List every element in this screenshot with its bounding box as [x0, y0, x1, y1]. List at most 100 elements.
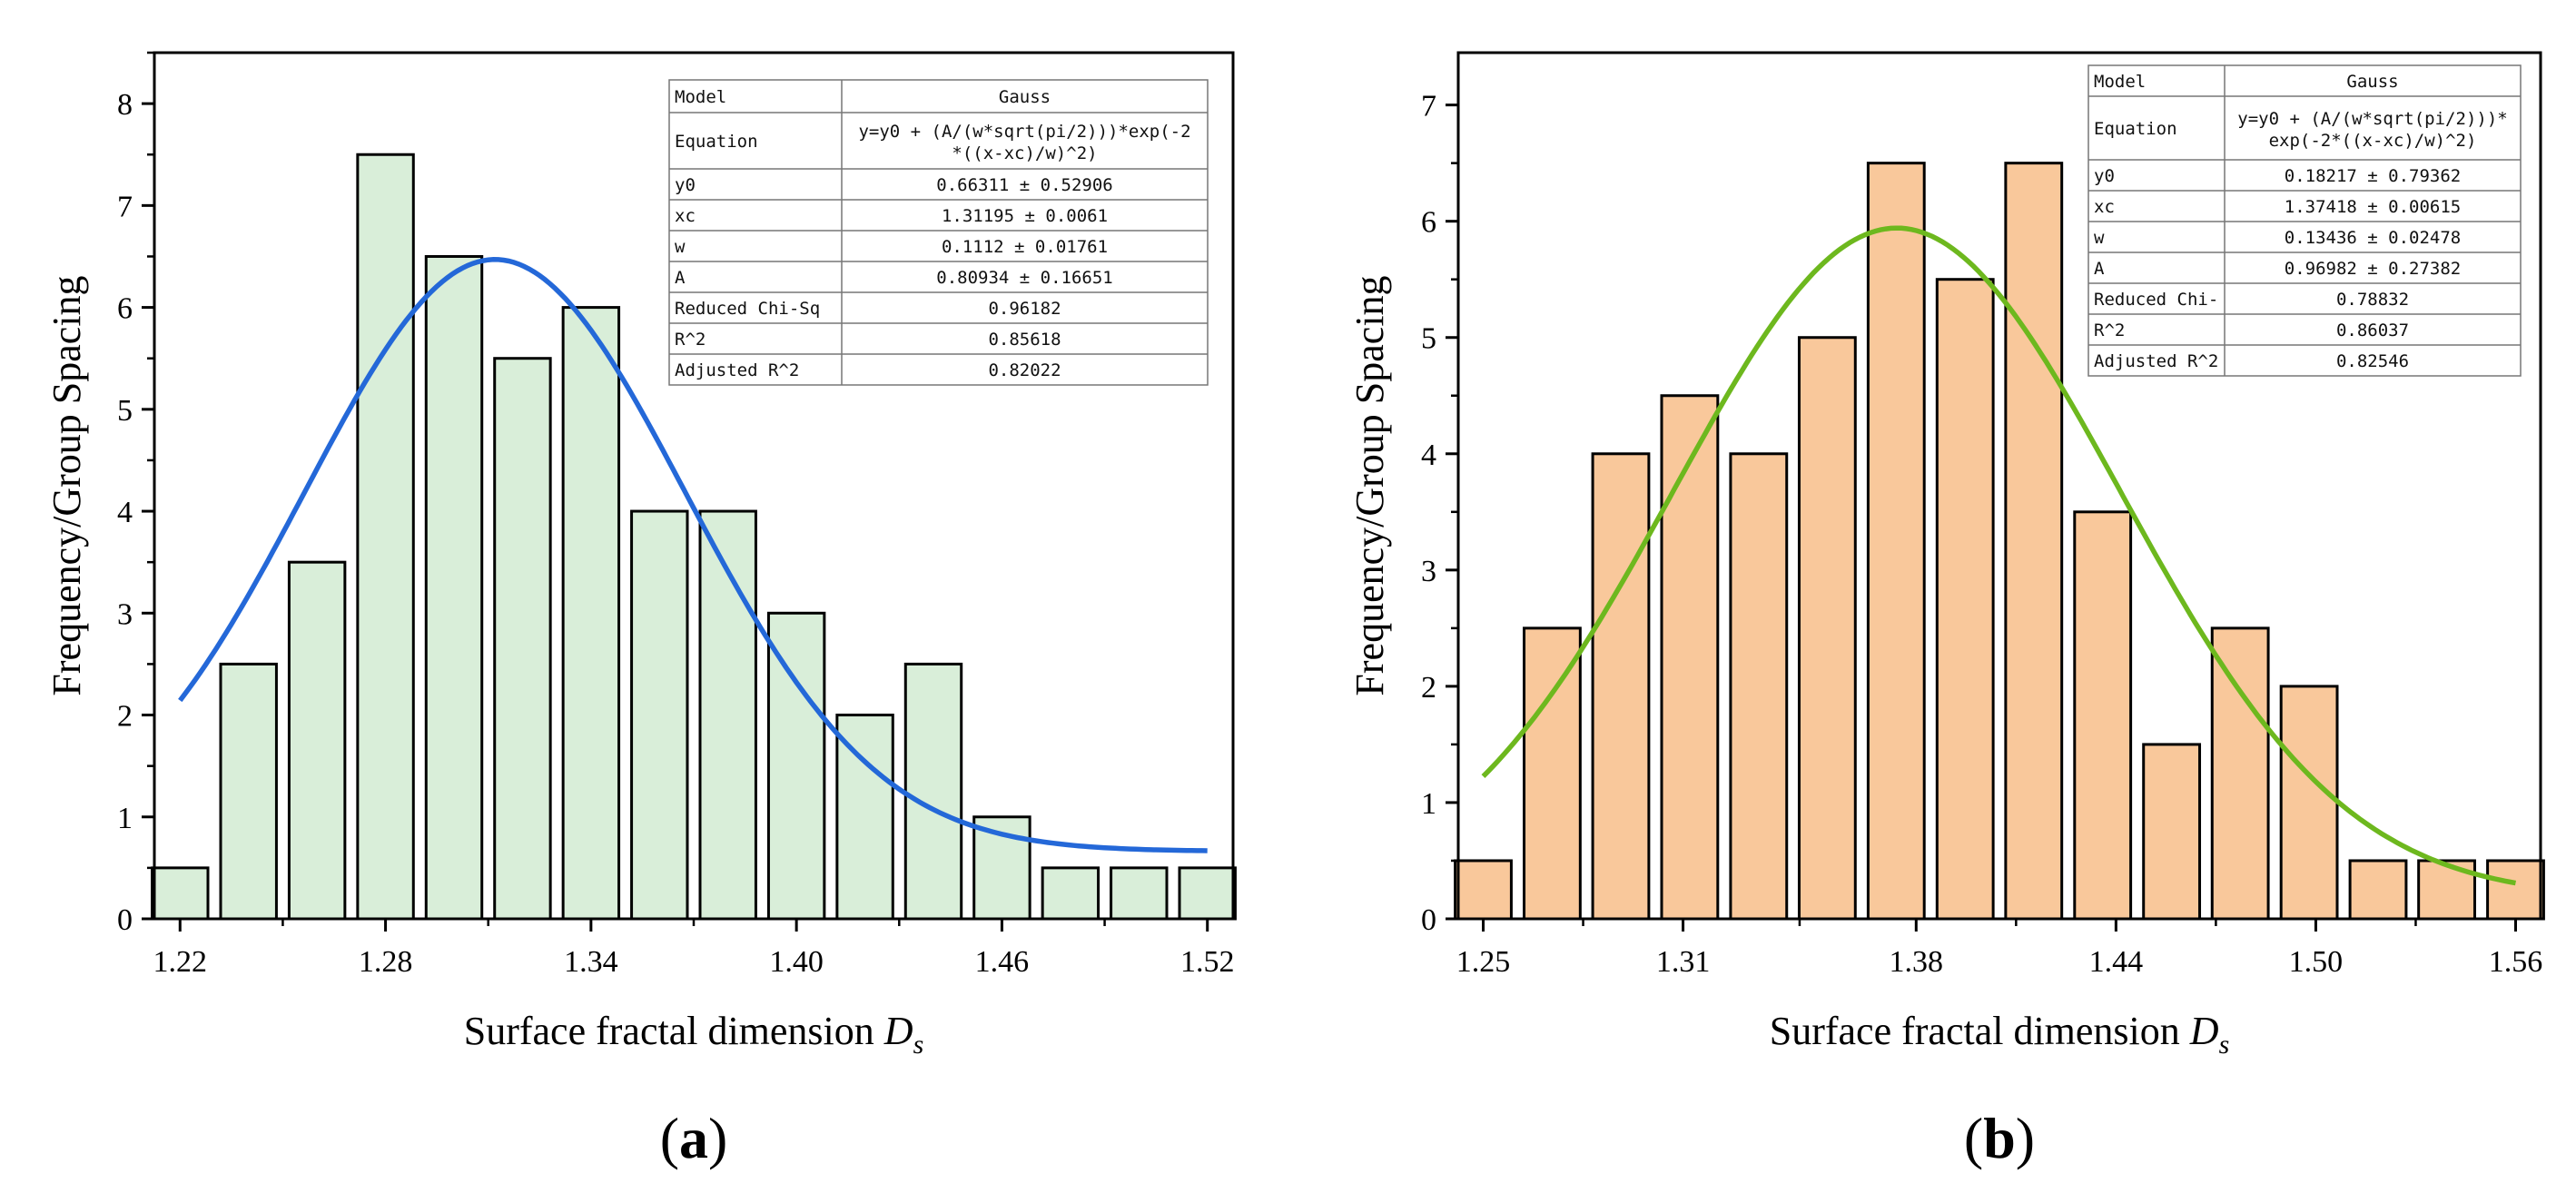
x-axis-title-variable: D [883, 1009, 913, 1053]
y-tick-label: 3 [1421, 555, 1436, 588]
y-tick-label: 4 [117, 496, 133, 529]
fit-table-value: 0.66311 ± 0.52906 [936, 175, 1112, 195]
bar [1041, 866, 1100, 921]
bar [1454, 859, 1513, 921]
bar [1591, 452, 1651, 921]
bar [2142, 743, 2202, 921]
fit-table-value: 1.31195 ± 0.0061 [942, 206, 1108, 226]
y-tick-label: 4 [1421, 439, 1436, 472]
fit-table-value: 0.78832 [2336, 290, 2409, 310]
x-tick-label: 1.34 [564, 945, 618, 979]
x-tick-label: 1.40 [769, 945, 824, 979]
fit-table-value: 0.85618 [988, 330, 1061, 350]
panel-label-close: ) [2016, 1106, 2035, 1170]
bar [698, 509, 757, 921]
bar [424, 254, 484, 921]
fit-table-value: 1.37418 ± 0.00615 [2285, 197, 2461, 217]
y-tick-label: 0 [1421, 903, 1436, 937]
x-tick-label: 1.52 [1180, 945, 1235, 979]
fit-table-value-line: exp(-2*((x-xc)/w)^2) [2269, 131, 2477, 151]
bar [2004, 162, 2064, 921]
x-axis-title-variable: D [2189, 1009, 2219, 1053]
fit-table-key: w [675, 237, 686, 257]
y-tick-label: 6 [117, 292, 133, 326]
fit-table-key: R^2 [675, 330, 706, 350]
bar [2210, 626, 2270, 921]
panel-label-close: ) [708, 1106, 727, 1170]
fit-table-value: 0.96982 ± 0.27382 [2285, 259, 2461, 279]
x-axis-title-subscript: s [2219, 1030, 2230, 1060]
y-tick-label: 2 [117, 700, 133, 734]
x-tick-label: 1.25 [1456, 945, 1511, 979]
panel-label-open: ( [1964, 1106, 1983, 1170]
x-axis-title-text: Surface fractal dimension [1770, 1009, 2190, 1053]
y-axis-title: Frequency/Group Spacing [1347, 275, 1392, 695]
y-tick-label: 5 [1421, 322, 1436, 356]
x-tick-label: 1.38 [1890, 945, 1944, 979]
bar [2486, 859, 2545, 921]
x-tick-label: 1.46 [975, 945, 1030, 979]
fit-table-key: Reduced Chi-Sq [675, 299, 820, 319]
bar [2279, 685, 2339, 921]
y-tick-label: 8 [117, 88, 133, 122]
fit-table-key: Reduced Chi- [2094, 290, 2218, 310]
fit-table-value: 0.1112 ± 0.01761 [942, 237, 1108, 257]
fit-table-key: Equation [675, 132, 758, 152]
panel-label-letter: a [679, 1106, 708, 1170]
fit-curve-line [178, 257, 1208, 853]
fit-table-value: y=y0 + (A/(w*sqrt(pi/2)))*exp(-2*((x-xc)… [2237, 109, 2507, 151]
x-tick-label: 1.50 [2289, 945, 2344, 979]
y-tick-label: 6 [1421, 206, 1436, 240]
x-axis-title: Surface fractal dimension Ds [464, 1009, 924, 1060]
y-tick-label: 0 [117, 903, 133, 937]
x-tick-label: 1.28 [359, 945, 413, 979]
bar [903, 662, 963, 921]
fit-table-value: Gauss [2346, 72, 2398, 92]
fit-table-key: w [2094, 228, 2105, 248]
fit-table-value: 0.96182 [988, 299, 1061, 319]
bar [1729, 452, 1789, 921]
x-tick-label: 1.56 [2489, 945, 2543, 979]
fit-table-key: Model [2094, 72, 2146, 92]
y-tick-label: 2 [1421, 671, 1436, 705]
fit-table-value: 0.18217 ± 0.79362 [2285, 166, 2461, 186]
x-tick-label: 1.44 [2089, 945, 2144, 979]
fit-table-key: Adjusted R^2 [2094, 351, 2218, 371]
fit-table-value: 0.80934 ± 0.16651 [936, 268, 1112, 288]
x-tick-label: 1.31 [1656, 945, 1711, 979]
bar [287, 560, 347, 921]
fit-table-value: 0.86037 [2336, 320, 2409, 340]
fit-table-key: A [2094, 259, 2105, 279]
panel-label-letter: b [1983, 1106, 2016, 1170]
fit-table-key: y0 [675, 175, 696, 195]
bar [1797, 336, 1857, 921]
bar [151, 866, 210, 921]
y-tick-label: 7 [117, 190, 133, 223]
bar [1935, 278, 1995, 921]
bar [561, 306, 621, 921]
fit-table-value-line: *((x-xc)/w)^2) [952, 143, 1097, 163]
bar [835, 714, 894, 921]
bar [219, 662, 278, 921]
fit-table-key: xc [675, 206, 696, 226]
panel-label-open: ( [660, 1106, 679, 1170]
fit-table-value-line: y=y0 + (A/(w*sqrt(pi/2)))*exp(-2 [858, 122, 1190, 142]
panel-label: (a) [660, 1106, 728, 1170]
fit-table-key: Model [675, 87, 726, 107]
fit-table-value: Gauss [999, 87, 1051, 107]
y-tick-label: 7 [1421, 90, 1436, 123]
fit-table-key: A [675, 268, 686, 288]
bar [2073, 510, 2133, 921]
fit-table-value: 0.13436 ± 0.02478 [2285, 228, 2461, 248]
chart-panel-b: 0 1 2 3 4 5 6 7 1.25 1.31 1.38 1.44 1.50 1.56 Frequenc… [1347, 51, 2545, 1170]
fit-table-key: Equation [2094, 119, 2177, 139]
x-tick-label: 1.22 [153, 945, 208, 979]
y-tick-label: 1 [1421, 787, 1436, 821]
x-axis-title-subscript: s [913, 1030, 924, 1060]
x-axis-title: Surface fractal dimension Ds [1770, 1009, 2230, 1060]
bar [493, 357, 552, 921]
bar [2348, 859, 2408, 921]
x-axis-title-text: Surface fractal dimension [464, 1009, 884, 1053]
y-tick-label: 3 [117, 597, 133, 631]
